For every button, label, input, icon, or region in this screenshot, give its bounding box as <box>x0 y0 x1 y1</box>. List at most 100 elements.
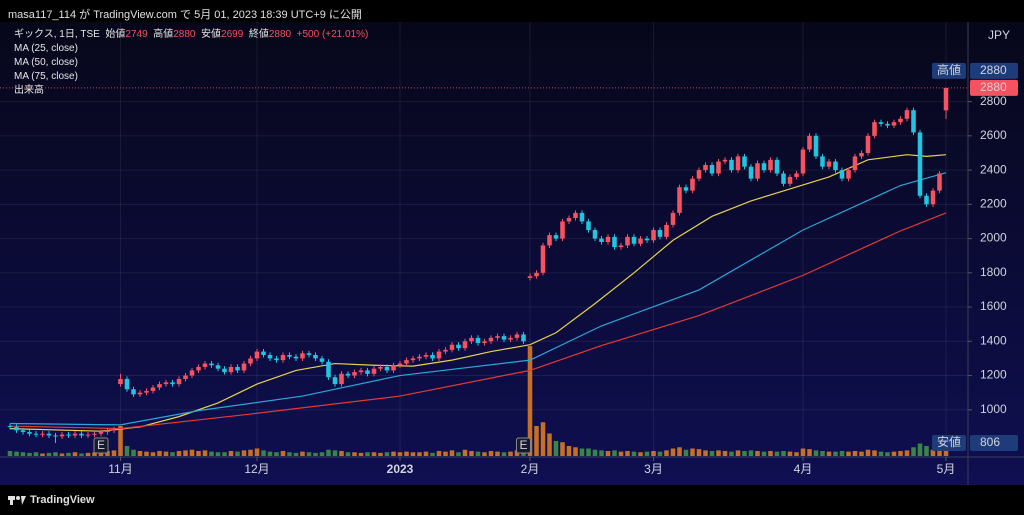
candle-body <box>20 430 26 433</box>
volume-bar <box>846 451 851 456</box>
volume-bar <box>72 452 78 456</box>
candle-body <box>735 156 741 171</box>
volume-bar <box>852 451 858 456</box>
volume-bar <box>722 451 728 456</box>
volume-bar <box>696 449 702 456</box>
candle-body <box>501 336 507 340</box>
volume-bar <box>592 449 598 456</box>
candle-body <box>709 164 715 174</box>
candle-body <box>163 382 169 385</box>
volume-bar <box>573 447 578 456</box>
candle-body <box>111 429 117 431</box>
volume-bar <box>924 446 929 456</box>
volume-bar <box>410 452 416 456</box>
candle-body <box>553 235 559 239</box>
candle-body <box>488 337 494 342</box>
y-tick-label: 2800 <box>980 94 1007 108</box>
volume-bar <box>527 346 533 456</box>
volume-bar <box>267 451 273 456</box>
brand-logo <box>8 496 26 505</box>
volume-bar <box>716 450 721 456</box>
volume-bar <box>170 452 175 456</box>
candle-body <box>339 373 344 385</box>
y-tick-label: 2200 <box>980 197 1007 211</box>
volume-bar <box>332 450 338 456</box>
candle-body <box>397 363 403 366</box>
candle-body <box>59 434 65 437</box>
candle-body <box>839 170 845 179</box>
candle-body <box>566 218 572 222</box>
candle-body <box>618 245 624 248</box>
indicator-label: MA (50, close) <box>14 57 78 68</box>
candle-body <box>293 356 299 359</box>
ohlc-value: 2699 <box>221 29 244 40</box>
candle-body <box>144 390 149 393</box>
volume-bar <box>488 451 494 456</box>
candle-body <box>131 389 136 395</box>
candle-body <box>33 433 39 435</box>
candle-body <box>657 230 663 237</box>
candle-body <box>14 426 19 431</box>
x-tick-label: 2023 <box>387 462 414 476</box>
volume-bar <box>79 453 84 456</box>
volume-bar <box>748 450 754 456</box>
volume-bar <box>163 451 169 456</box>
volume-bar <box>365 452 370 456</box>
event-label: E <box>97 438 105 452</box>
candle-body <box>495 336 500 338</box>
volume-bar <box>293 452 299 456</box>
candle-body <box>625 236 630 246</box>
candle-body <box>196 366 201 371</box>
volume-bar <box>287 452 292 456</box>
volume-bar <box>904 450 910 456</box>
volume-bar <box>677 447 682 456</box>
volume-bar <box>586 448 591 456</box>
volume-bar <box>150 452 156 456</box>
candle-body <box>423 354 429 357</box>
volume-bar <box>222 452 227 456</box>
volume-bar <box>358 452 364 456</box>
volume-bar <box>27 452 32 456</box>
volume-bar <box>482 452 487 456</box>
candle-body <box>521 334 526 342</box>
candle-body <box>105 430 110 433</box>
candle-body <box>911 110 916 133</box>
volume-bar <box>98 451 104 456</box>
plot-background <box>0 22 1024 485</box>
volume-bar <box>228 451 234 456</box>
volume-bar <box>248 449 253 456</box>
volume-bar <box>40 453 45 456</box>
volume-bar <box>378 452 383 456</box>
volume-bar <box>280 451 286 456</box>
volume-bar <box>553 441 559 456</box>
candle-body <box>891 122 897 126</box>
y-tick-label: 1800 <box>980 265 1007 279</box>
volume-bar <box>469 451 474 456</box>
event-marker <box>516 437 531 454</box>
candle-body <box>722 159 728 162</box>
volume-bar <box>105 451 110 456</box>
volume-bar <box>462 449 468 456</box>
volume-bar <box>657 451 663 456</box>
volume-bar <box>495 451 500 456</box>
candle-body <box>846 170 851 179</box>
volume-bar <box>599 450 604 456</box>
y-tick-label: 1200 <box>980 368 1007 382</box>
volume-bar <box>443 451 448 456</box>
volume-bar <box>46 452 52 456</box>
candle-body <box>742 156 747 167</box>
candle-body <box>313 354 318 359</box>
volume-bar <box>397 452 403 456</box>
volume-bar <box>800 448 806 456</box>
volume-bar <box>670 448 676 456</box>
ohlc-value: 2880 <box>268 29 292 40</box>
ohlc-label: 安値 <box>201 29 222 40</box>
volume-bar <box>865 449 871 456</box>
indicator-label: MA (75, close) <box>14 71 78 82</box>
candle-body <box>443 349 448 352</box>
candle-body <box>371 368 377 374</box>
volume-bar <box>826 451 832 456</box>
candle-body <box>150 387 156 391</box>
volume-bar <box>183 450 188 456</box>
ohlc-value: 2880 <box>173 29 196 40</box>
